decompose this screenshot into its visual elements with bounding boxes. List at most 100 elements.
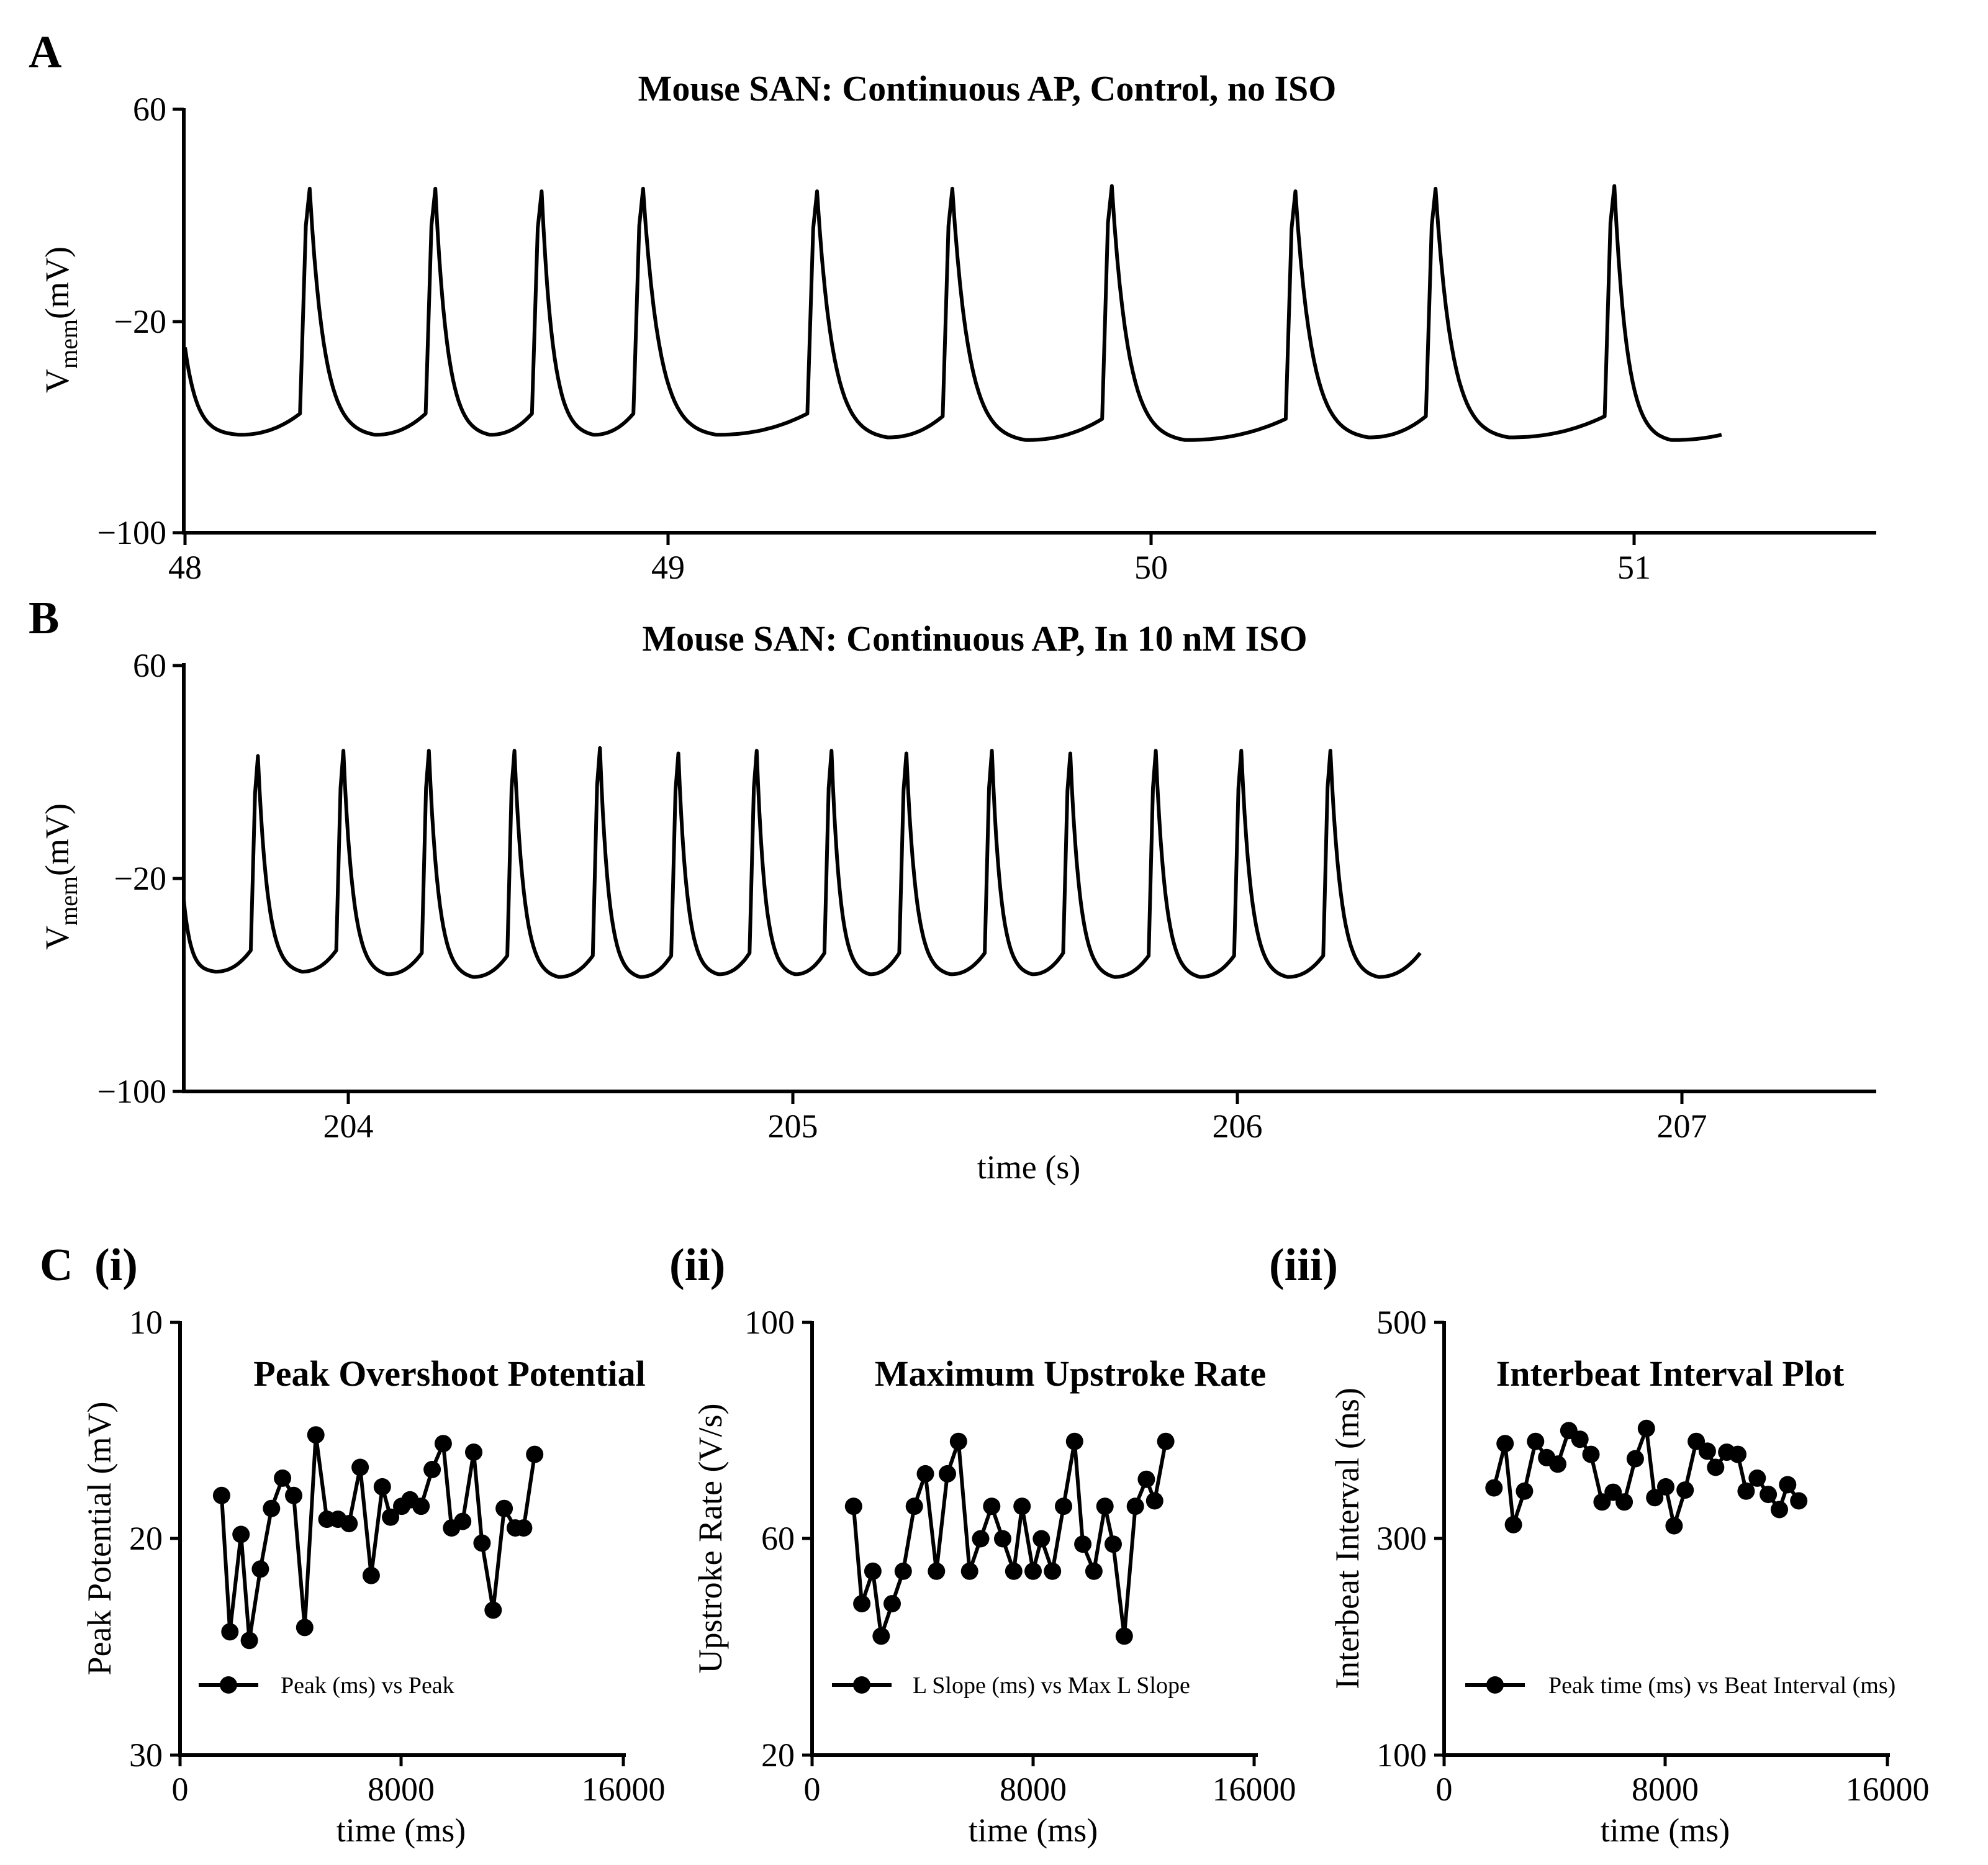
chart-c-iii-title: Interbeat Interval Plot — [1496, 1353, 1845, 1394]
chart-c-i-title: Peak Overshoot Potential — [253, 1353, 645, 1394]
chart-c-iii-point — [1496, 1435, 1514, 1453]
chart-c-ii-point — [1085, 1562, 1103, 1580]
chart-c-i-x-tick-label: 0 — [172, 1771, 189, 1808]
chart-b-x-tick-label: 207 — [1657, 1108, 1707, 1145]
chart-c-ii-point — [844, 1497, 862, 1515]
chart-c-i-point — [423, 1461, 441, 1478]
chart-c-ii-point — [905, 1497, 923, 1515]
chart-c-iii-point — [1748, 1469, 1766, 1487]
chart-b-y-tick-label: −20 — [114, 860, 166, 897]
panel-label-c-ii: (ii) — [669, 1240, 725, 1291]
chart-c-iii-point — [1504, 1515, 1522, 1533]
chart-b-x-tick-label: 205 — [768, 1108, 818, 1145]
chart-a-x-tick-label: 50 — [1134, 549, 1168, 586]
chart-c-ii-y-tick-label: 20 — [761, 1736, 795, 1774]
chart-c-i-point — [382, 1508, 400, 1526]
chart-c-i-x-label: time (ms) — [337, 1812, 466, 1849]
chart-c-ii-point — [1126, 1497, 1144, 1515]
chart-c-i-point — [484, 1601, 502, 1619]
chart-b-y-ticks: 60 −20 −100 — [97, 647, 184, 1110]
chart-b: Mouse SAN: Continuous AP, In 10 nM ISO V… — [38, 618, 1876, 1186]
chart-c-iii-x-tick-label: 16000 — [1846, 1771, 1930, 1808]
chart-c-ii-point — [928, 1562, 946, 1580]
chart-c-i-point — [495, 1499, 513, 1517]
chart-c-ii-point — [949, 1432, 967, 1450]
chart-c-ii-point — [883, 1595, 901, 1613]
chart-c-i-point — [263, 1499, 281, 1517]
chart-c-i-markers — [212, 1426, 544, 1650]
chart-a-x-ticks: 48 49 50 51 — [168, 533, 1651, 586]
chart-c-i-point — [240, 1632, 258, 1650]
chart-c-iii-point — [1582, 1445, 1600, 1463]
chart-c-ii-point — [1096, 1497, 1114, 1515]
chart-c-ii: Maximum Upstroke Rate Upstroke Rate (V/s… — [692, 1304, 1296, 1849]
chart-c-ii-markers — [844, 1432, 1175, 1645]
chart-c-i-y-tick-label: 10 — [129, 1304, 163, 1341]
chart-c-i-point — [232, 1525, 250, 1543]
chart-c-i-point — [465, 1443, 482, 1461]
chart-c-iii-legend: Peak time (ms) vs Beat Interval (ms) — [1465, 1673, 1895, 1699]
chart-c-i-point — [412, 1497, 430, 1515]
chart-c-i-point — [351, 1458, 369, 1476]
chart-b-y-tick-label: −100 — [97, 1073, 166, 1110]
chart-c-ii-point — [1145, 1492, 1163, 1510]
chart-c-iii-point — [1676, 1481, 1694, 1499]
chart-b-x-label: time (s) — [977, 1149, 1080, 1186]
chart-c-iii-point — [1657, 1478, 1674, 1496]
chart-c-iii-point — [1637, 1419, 1655, 1437]
chart-c-iii-y-tick-label: 300 — [1376, 1520, 1427, 1557]
chart-c-ii-point — [960, 1562, 978, 1580]
chart-c-ii-point — [1137, 1470, 1155, 1488]
chart-c-ii-point — [864, 1562, 882, 1580]
chart-c-ii-point — [1074, 1535, 1092, 1553]
chart-c-i-y-label: Peak Potential (mV) — [81, 1402, 118, 1676]
chart-c-iii-x-label: time (ms) — [1601, 1812, 1730, 1849]
chart-a-x-tick-label: 51 — [1617, 549, 1651, 586]
chart-c-i-point — [434, 1435, 452, 1453]
chart-c-iii-point — [1626, 1450, 1644, 1468]
chart-c-i-point — [362, 1566, 380, 1584]
chart-c-iii-y-ticks: 100 300 500 — [1376, 1304, 1444, 1774]
panel-label-b: B — [29, 593, 59, 644]
chart-c-ii-point — [1044, 1562, 1062, 1580]
chart-c-ii-point — [1005, 1562, 1023, 1580]
chart-a: Mouse SAN: Continuous AP, Control, no IS… — [38, 68, 1876, 586]
chart-c-iii-point — [1779, 1476, 1797, 1494]
chart-c-iii-point — [1737, 1482, 1755, 1500]
chart-c-i-legend: Peak (ms) vs Peak — [199, 1673, 454, 1699]
panel-label-c-i: (i) — [94, 1240, 138, 1291]
svg-text:Vmem(mV): Vmem(mV) — [38, 246, 83, 393]
chart-c-ii-point — [1032, 1530, 1050, 1548]
chart-c-i-y-tick-label: 30 — [129, 1736, 163, 1774]
chart-c-ii-point — [894, 1562, 912, 1580]
chart-c-ii-point — [1105, 1535, 1122, 1553]
chart-c-iii-x-tick-label: 8000 — [1632, 1771, 1699, 1808]
chart-c-iii-point — [1707, 1458, 1725, 1476]
chart-c-ii-point — [939, 1465, 956, 1483]
chart-b-x-ticks: 204 205 206 207 — [323, 1091, 1707, 1145]
chart-c-iii-x-ticks: 0 8000 16000 — [1436, 1755, 1930, 1808]
chart-b-title: Mouse SAN: Continuous AP, In 10 nM ISO — [642, 618, 1307, 659]
chart-c-ii-x-tick-label: 8000 — [1000, 1771, 1067, 1808]
chart-a-y-tick-label: −100 — [97, 514, 166, 551]
chart-a-y-label-unit: (mV) — [38, 246, 76, 319]
chart-c-ii-x-label: time (ms) — [969, 1812, 1098, 1849]
chart-c-i-point — [285, 1486, 302, 1504]
chart-c-ii-point — [1065, 1432, 1083, 1450]
chart-c-iii-legend-marker — [1486, 1676, 1504, 1694]
svg-text:Vmem(mV): Vmem(mV) — [38, 803, 83, 950]
chart-c-i-point — [307, 1426, 325, 1444]
chart-c-ii-point — [1115, 1627, 1133, 1645]
chart-a-title: Mouse SAN: Continuous AP, Control, no IS… — [638, 68, 1337, 109]
chart-c-iii-point — [1771, 1501, 1788, 1519]
chart-c-ii-y-ticks: 20 60 100 — [744, 1304, 812, 1774]
chart-c-iii-point — [1790, 1492, 1808, 1510]
chart-a-y-tick-label: −20 — [114, 303, 166, 340]
chart-a-y-ticks: 60 −20 −100 — [97, 91, 184, 551]
chart-b-trace — [182, 746, 1422, 979]
chart-c-i-point — [373, 1478, 391, 1496]
chart-c-i-point — [296, 1619, 314, 1637]
chart-c-iii-point — [1527, 1432, 1545, 1450]
chart-c-i-point — [221, 1623, 239, 1641]
